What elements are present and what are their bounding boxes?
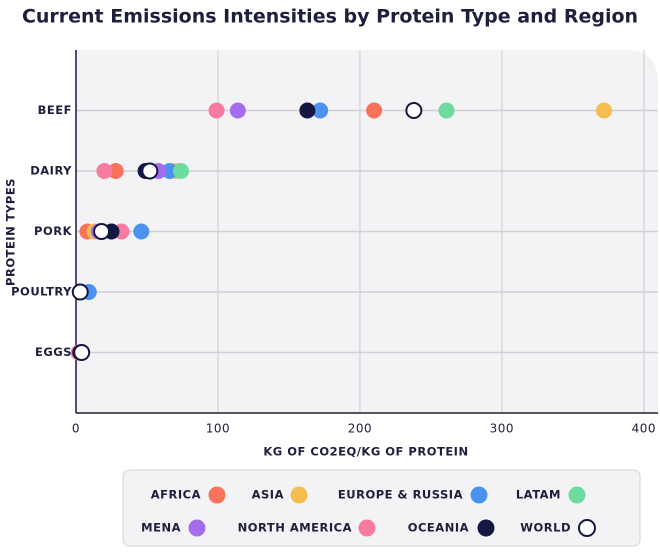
x-tick-label: 300: [490, 422, 514, 436]
dot: [173, 163, 190, 179]
legend-marker: [290, 486, 308, 504]
dot: [161, 163, 178, 179]
dot: [71, 283, 89, 301]
x-tick-label: 400: [632, 422, 656, 436]
dot: [107, 163, 124, 179]
dot: [229, 102, 246, 119]
legend-label: AFRICA: [151, 488, 201, 502]
legend-label: MENA: [141, 521, 181, 535]
legend-marker: [578, 519, 596, 537]
y-tick-label: POULTRY: [11, 285, 72, 299]
legend-label: OCEANIA: [408, 521, 469, 535]
dot: [133, 223, 150, 240]
legend-label: ASIA: [252, 488, 284, 502]
chart-title: Current Emissions Intensities by Protein…: [22, 6, 638, 28]
legend-label: NORTH AMERICA: [238, 521, 352, 535]
x-tick-label: 100: [206, 422, 230, 436]
y-tick-label: DAIRY: [30, 164, 72, 178]
legend-marker: [568, 486, 586, 504]
legend-label: EUROPE & RUSSIA: [338, 488, 463, 502]
x-tick-label: 0: [72, 422, 80, 436]
legend-marker: [470, 486, 488, 504]
dot: [596, 102, 613, 119]
x-axis-label: KG OF CO2EQ/KG OF PROTEIN: [263, 445, 468, 459]
dot: [141, 162, 159, 180]
dot: [96, 163, 113, 179]
dot: [93, 223, 111, 240]
legend-label: WORLD: [520, 521, 571, 535]
y-tick-label: PORK: [34, 224, 73, 238]
y-tick-label: BEEF: [38, 103, 72, 117]
dot: [208, 102, 225, 119]
dot: [405, 102, 423, 119]
y-axis-label: PROTEIN TYPES: [4, 178, 18, 286]
legend-box: [122, 469, 641, 547]
dot: [73, 344, 91, 361]
dot: [299, 102, 316, 119]
dot: [438, 102, 455, 119]
legend-marker: [358, 519, 376, 537]
legend-marker: [208, 486, 226, 504]
legend-marker: [477, 519, 495, 537]
y-tick-label: EGGS: [35, 345, 72, 359]
x-tick-label: 200: [348, 422, 372, 436]
legend-label: LATAM: [516, 488, 561, 502]
dot: [312, 102, 329, 119]
legend-marker: [188, 519, 206, 537]
dot: [366, 102, 383, 119]
